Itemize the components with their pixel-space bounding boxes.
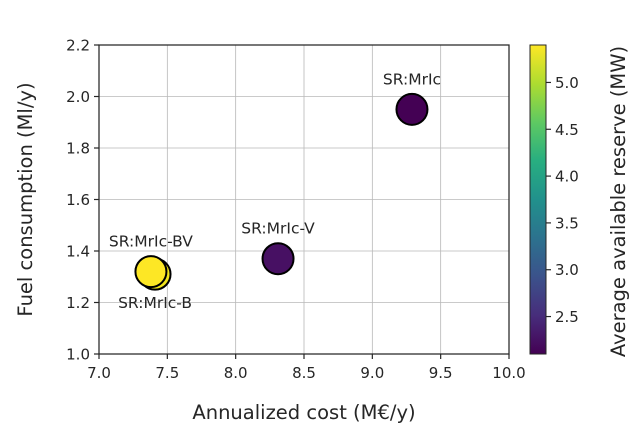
y-tick-label: 1.0 [66, 346, 90, 364]
y-tick-label: 1.8 [66, 140, 90, 158]
colorbar-tick-label: 3.5 [555, 214, 579, 232]
y-tick-label: 1.4 [66, 243, 90, 261]
axis-ticks: 7.0 7.5 8.0 8.5 9.0 9.5 10.0 1.0 1.2 1.4 1.6 1.8 2.0… [66, 37, 526, 383]
y-tick-label: 1.2 [66, 294, 90, 312]
colorbar-tick-label: 4.5 [555, 121, 579, 139]
point-label: SR:MrIc [383, 70, 441, 88]
scatter-point [134, 255, 168, 289]
colorbar-tick-label: 4.0 [555, 168, 579, 186]
y-axis-title: Fuel consumption (Ml/y) [14, 82, 37, 316]
y-tick-label: 1.6 [66, 191, 90, 209]
scatter-point [395, 92, 429, 126]
x-tick-label: 8.5 [292, 364, 316, 382]
x-tick-label: 9.0 [360, 364, 384, 382]
x-tick-label: 8.0 [224, 364, 248, 382]
x-axis-title: Annualized cost (M€/y) [192, 401, 415, 424]
x-tick-label: 7.0 [87, 364, 111, 382]
colorbar-tick-label: 5.0 [555, 74, 579, 92]
point-label: SR:MrIc-V [241, 220, 315, 238]
point-labels: SR:MrIc SR:MrIc-V SR:MrIc-B SR:MrIc-BV [109, 70, 441, 312]
point-label: SR:MrIc-B [118, 294, 192, 312]
x-tick-label: 9.5 [429, 364, 453, 382]
point-label: SR:MrIc-BV [109, 233, 193, 251]
y-tick-label: 2.0 [66, 88, 90, 106]
scatter-point [261, 242, 295, 276]
data-points [134, 92, 429, 291]
colorbar [529, 44, 547, 355]
x-tick-label: 10.0 [492, 364, 525, 382]
colorbar-tick-label: 2.5 [555, 308, 579, 326]
x-tick-label: 7.5 [155, 364, 179, 382]
colorbar-ticks: 2.5 3.0 3.5 4.0 4.5 5.0 [546, 74, 579, 326]
colorbar-tick-label: 3.0 [555, 261, 579, 279]
colorbar-title: Average available reserve (MW) [607, 46, 630, 357]
y-tick-label: 2.2 [66, 37, 90, 55]
